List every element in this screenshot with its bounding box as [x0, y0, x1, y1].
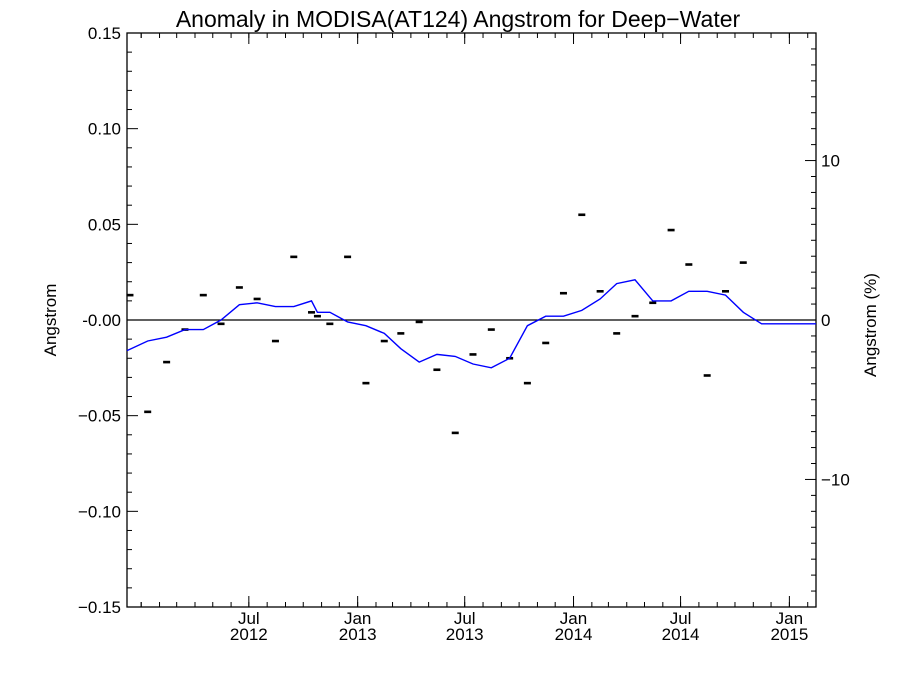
data-point-marker: [631, 314, 639, 318]
x-tick-year-label: 2014: [662, 625, 700, 644]
data-point-marker: [523, 381, 531, 385]
running-mean-line: [126, 279, 816, 369]
x-tick-year-label: 2013: [446, 625, 484, 644]
data-point-marker: [163, 360, 171, 364]
data-point-marker: [613, 332, 621, 335]
data-point-marker: [559, 291, 567, 295]
y-tick-label: -0.00: [82, 311, 121, 330]
data-point-marker: [271, 339, 279, 343]
data-point-marker: [578, 213, 586, 217]
x-tick-month-label: Jul: [670, 609, 692, 628]
x-tick-year-label: 2013: [339, 625, 377, 644]
data-point-marker: [235, 286, 243, 289]
y-tick-label: 0.10: [88, 120, 121, 139]
y-tick-label: 0.05: [88, 215, 121, 234]
chart-title: Anomaly in MODISA(AT124) Angstrom for De…: [176, 6, 741, 32]
data-point-marker: [397, 332, 405, 335]
data-point-marker: [126, 293, 134, 297]
data-point-marker: [703, 374, 711, 377]
y2-axis-label: Angstrom (%): [861, 273, 880, 377]
data-point-marker: [451, 431, 459, 435]
y2-tick-label: 10: [821, 152, 840, 171]
data-point-marker: [596, 290, 604, 293]
x-tick-month-label: Jan: [344, 609, 371, 628]
y-tick-label: 0.15: [88, 24, 121, 43]
x-tick-year-label: 2014: [555, 625, 593, 644]
data-point-marker: [217, 322, 225, 326]
y-tick-label: −0.10: [78, 502, 121, 521]
data-point-marker: [685, 263, 693, 266]
x-tick-month-label: Jan: [560, 609, 587, 628]
data-point-marker: [344, 255, 352, 259]
data-point-marker: [542, 341, 550, 345]
data-point-marker: [469, 353, 477, 356]
data-point-marker: [487, 328, 495, 331]
data-point-marker: [253, 297, 261, 301]
data-point-marker: [380, 339, 388, 343]
data-point-marker: [290, 255, 298, 259]
x-tick-year-label: 2015: [770, 625, 808, 644]
y2-tick-label: −10: [821, 470, 850, 489]
y-tick-label: −0.05: [78, 407, 121, 426]
x-tick-year-label: 2012: [230, 625, 268, 644]
data-point-marker: [313, 314, 321, 318]
data-point-marker: [722, 290, 730, 293]
data-point-marker: [649, 301, 657, 305]
data-point-marker: [326, 322, 334, 326]
x-tick-month-label: Jul: [454, 609, 476, 628]
y2-tick-label: 0: [821, 311, 830, 330]
y-tick-label: −0.15: [78, 598, 121, 617]
data-point-marker: [433, 368, 441, 372]
y-axis-label: Angstrom: [41, 284, 60, 357]
plot-area: 0.15 0.10 0.05 -0.00 −0.05 −0.10 −0.15 10 0 −10 Ju…: [78, 24, 850, 644]
data-point-marker: [308, 311, 316, 314]
data-point-marker: [199, 293, 207, 297]
x-tick-month-label: Jul: [238, 609, 260, 628]
data-point-marker: [362, 381, 370, 385]
x-tick-month-label: Jan: [776, 609, 803, 628]
data-point-marker: [739, 261, 747, 264]
data-point-marker: [415, 320, 423, 324]
data-point-marker: [667, 228, 675, 232]
data-point-marker: [144, 410, 152, 414]
